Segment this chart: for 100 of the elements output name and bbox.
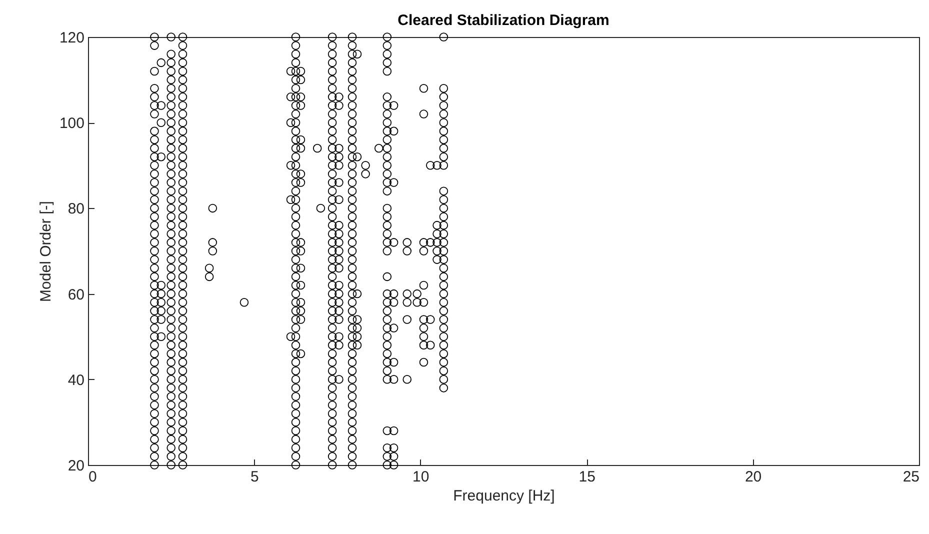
point: [178, 306, 188, 316]
point: [389, 358, 398, 367]
y-tick-label: 40: [68, 372, 84, 389]
point: [150, 238, 159, 247]
point: [328, 460, 337, 470]
point: [150, 32, 159, 42]
point: [291, 238, 300, 247]
point: [334, 340, 344, 350]
point: [389, 298, 398, 307]
point: [291, 170, 300, 178]
point: [348, 230, 357, 238]
point: [166, 135, 176, 144]
point: [150, 324, 159, 332]
point: [178, 426, 188, 436]
point: [178, 101, 188, 110]
point: [328, 246, 337, 256]
point: [166, 58, 176, 68]
point: [334, 246, 344, 256]
point: [296, 75, 306, 84]
point: [439, 315, 448, 324]
point: [150, 230, 159, 238]
point: [291, 230, 300, 238]
point: [348, 444, 357, 452]
point: [439, 32, 448, 42]
point: [166, 434, 176, 444]
point: [328, 75, 337, 84]
point: [439, 195, 448, 204]
point: [382, 246, 392, 256]
y-tick-label: 60: [68, 286, 84, 304]
x-axis-title: Frequency [Hz]: [453, 488, 555, 504]
point: [328, 298, 337, 307]
point: [150, 452, 159, 461]
point: [291, 392, 300, 401]
point: [166, 66, 176, 76]
point: [348, 152, 357, 162]
point: [334, 161, 344, 170]
point: [348, 340, 357, 350]
point: [348, 289, 357, 298]
point: [419, 315, 428, 324]
point: [348, 246, 357, 256]
point: [204, 264, 214, 272]
point: [328, 230, 337, 238]
point: [439, 238, 448, 247]
point: [150, 246, 159, 256]
point: [439, 289, 448, 298]
point: [348, 452, 357, 461]
point: [426, 238, 435, 247]
point: [348, 366, 357, 376]
x-tick-label: 5: [250, 468, 259, 486]
point: [166, 340, 176, 350]
point: [382, 452, 392, 461]
point: [286, 195, 296, 204]
point: [328, 92, 337, 102]
point: [348, 195, 357, 204]
point: [402, 375, 412, 384]
point: [419, 358, 428, 367]
point: [328, 110, 337, 118]
point: [382, 324, 392, 332]
point: [166, 101, 176, 110]
point: [382, 375, 392, 384]
point: [178, 144, 188, 153]
point: [166, 255, 176, 264]
point: [166, 332, 176, 341]
point: [382, 315, 392, 324]
point: [150, 434, 159, 444]
x-tick-label: 25: [902, 468, 920, 486]
point: [150, 358, 159, 367]
point: [150, 384, 159, 392]
point: [348, 135, 357, 144]
point: [150, 264, 159, 272]
point: [166, 170, 176, 178]
point: [348, 426, 357, 436]
point: [432, 255, 442, 264]
point: [156, 152, 166, 162]
point: [150, 460, 159, 470]
point: [439, 340, 448, 350]
point: [240, 298, 249, 307]
point: [348, 118, 357, 127]
point: [439, 84, 448, 93]
point: [328, 118, 337, 127]
point: [156, 289, 166, 298]
point: [328, 444, 337, 452]
point: [291, 66, 300, 76]
point: [439, 220, 448, 230]
point: [166, 110, 176, 118]
point: [352, 324, 362, 332]
point: [178, 32, 188, 42]
point: [439, 92, 448, 102]
point: [348, 400, 357, 410]
point: [419, 110, 428, 118]
point: [178, 118, 188, 127]
point: [296, 178, 306, 187]
point: [291, 315, 300, 324]
point: [150, 195, 159, 204]
point: [328, 358, 337, 367]
point: [328, 315, 337, 324]
point: [291, 50, 300, 58]
point: [178, 92, 188, 102]
point: [150, 126, 159, 136]
point: [166, 264, 176, 272]
